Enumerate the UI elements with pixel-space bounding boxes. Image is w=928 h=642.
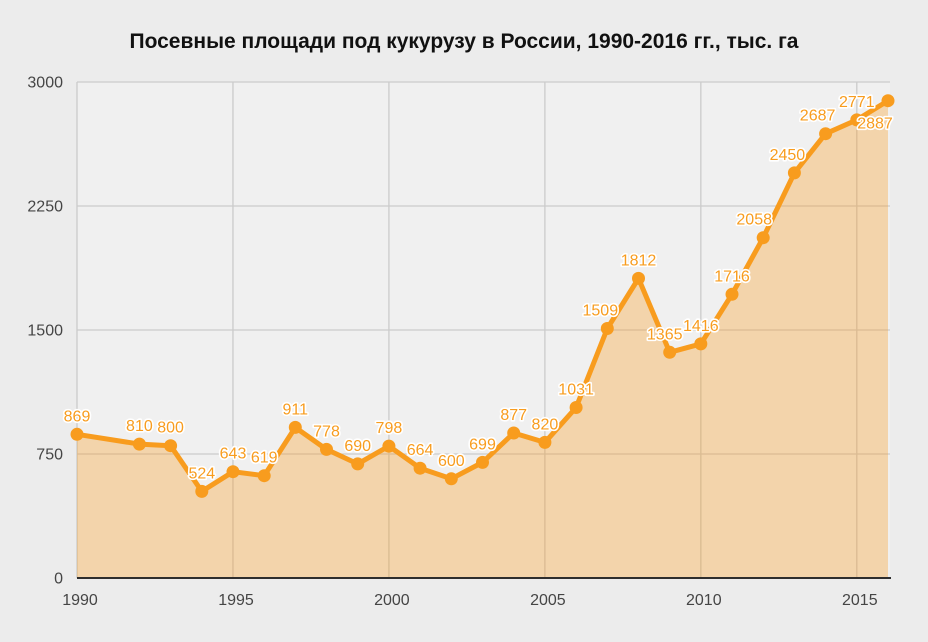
data-label-1990: 869 bbox=[64, 408, 91, 425]
data-label-2002: 600 bbox=[438, 453, 465, 470]
x-axis-tick-2010: 2010 bbox=[686, 592, 722, 609]
y-axis-tick-3000: 3000 bbox=[27, 75, 63, 92]
data-label-1998: 778 bbox=[313, 423, 340, 440]
data-label-2003: 699 bbox=[469, 436, 496, 453]
data-point-2008[interactable] bbox=[632, 271, 645, 285]
data-point-2006[interactable] bbox=[569, 401, 583, 414]
y-axis-tick-750: 750 bbox=[36, 447, 63, 464]
chart-title: Посевные площади под кукурузу в России, … bbox=[129, 30, 799, 53]
data-label-1995: 643 bbox=[220, 446, 247, 463]
data-label-2011: 1716 bbox=[714, 268, 750, 285]
data-point-2016[interactable] bbox=[881, 94, 895, 108]
data-point-1998[interactable] bbox=[320, 442, 333, 456]
data-label-1992: 810 bbox=[126, 418, 153, 435]
data-label-2004: 877 bbox=[500, 407, 527, 424]
data-label-2013: 2450 bbox=[770, 147, 806, 164]
data-label-1999: 690 bbox=[344, 438, 371, 455]
data-point-2001[interactable] bbox=[413, 461, 427, 475]
data-label-2006: 1031 bbox=[558, 382, 594, 399]
data-point-1997[interactable] bbox=[288, 420, 302, 434]
data-label-1996: 619 bbox=[251, 450, 278, 467]
data-label-2015: 2771 bbox=[839, 94, 875, 111]
data-point-1999[interactable] bbox=[351, 457, 365, 471]
data-point-2003[interactable] bbox=[476, 455, 489, 469]
y-axis-tick-0: 0 bbox=[54, 571, 63, 588]
x-axis-tick-1990: 1990 bbox=[62, 592, 98, 609]
data-point-2013[interactable] bbox=[787, 166, 801, 180]
data-point-1993[interactable] bbox=[164, 439, 178, 453]
data-label-1994: 524 bbox=[188, 465, 215, 482]
data-label-2007: 1509 bbox=[583, 303, 619, 320]
data-label-2016: 2887 bbox=[857, 116, 893, 133]
x-axis-tick-2005: 2005 bbox=[530, 592, 566, 609]
data-point-1990[interactable] bbox=[70, 427, 84, 441]
x-axis-tick-2015: 2015 bbox=[842, 592, 878, 609]
y-axis-tick-2250: 2250 bbox=[27, 199, 63, 216]
data-label-2008: 1812 bbox=[621, 252, 657, 269]
data-point-2012[interactable] bbox=[756, 231, 770, 245]
data-point-2000[interactable] bbox=[382, 439, 396, 453]
data-point-1996[interactable] bbox=[257, 469, 271, 483]
data-point-2002[interactable] bbox=[444, 472, 458, 486]
data-label-1997: 911 bbox=[283, 401, 309, 418]
data-label-2000: 798 bbox=[376, 420, 403, 437]
data-point-1995[interactable] bbox=[226, 465, 240, 479]
data-label-1993: 800 bbox=[157, 420, 184, 437]
data-point-1992[interactable] bbox=[132, 437, 146, 451]
x-axis-tick-1995: 1995 bbox=[218, 592, 254, 609]
data-label-2001: 664 bbox=[407, 442, 434, 459]
data-point-2009[interactable] bbox=[663, 345, 677, 359]
data-point-2004[interactable] bbox=[507, 426, 521, 440]
data-point-2010[interactable] bbox=[694, 337, 708, 351]
data-label-2009: 1365 bbox=[647, 326, 683, 343]
data-label-2012: 2058 bbox=[736, 212, 772, 229]
x-axis-tick-2000: 2000 bbox=[374, 592, 410, 609]
data-label-2005: 820 bbox=[532, 416, 559, 433]
data-point-2014[interactable] bbox=[819, 127, 833, 141]
data-point-2015[interactable] bbox=[850, 113, 864, 127]
data-point-1994[interactable] bbox=[195, 484, 209, 498]
data-label-2014: 2687 bbox=[800, 108, 836, 125]
data-point-2011[interactable] bbox=[725, 287, 739, 301]
data-label-2010: 1416 bbox=[683, 318, 719, 335]
series-area-fill bbox=[77, 100, 888, 578]
data-point-2007[interactable] bbox=[600, 322, 614, 335]
data-point-2005[interactable] bbox=[538, 435, 552, 449]
y-axis-tick-1500: 1500 bbox=[27, 323, 63, 340]
